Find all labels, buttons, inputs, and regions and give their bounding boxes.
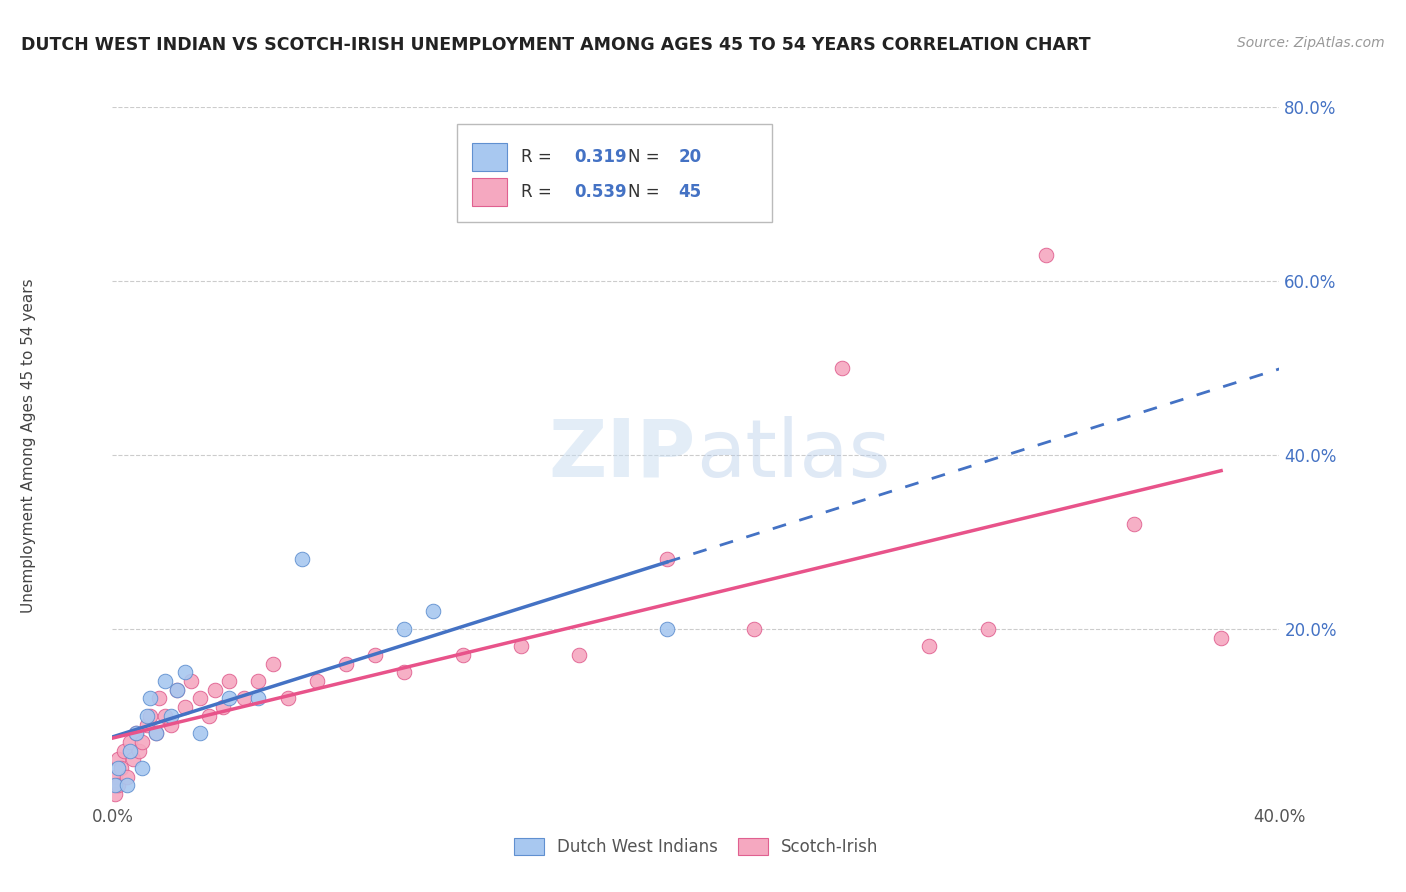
- Point: [276, 691, 298, 706]
- Point: [655, 552, 678, 566]
- Point: [166, 682, 188, 697]
- Point: [110, 761, 132, 775]
- Point: [112, 744, 135, 758]
- Point: [742, 622, 765, 636]
- Point: [976, 622, 998, 636]
- Point: [131, 761, 153, 775]
- Point: [247, 674, 270, 689]
- Point: [125, 726, 148, 740]
- Point: [204, 682, 226, 697]
- Point: [174, 665, 197, 680]
- Point: [188, 691, 211, 706]
- Text: 0.319: 0.319: [575, 148, 627, 166]
- Point: [1122, 517, 1144, 532]
- Point: [218, 674, 240, 689]
- Point: [122, 752, 145, 766]
- Text: Unemployment Among Ages 45 to 54 years: Unemployment Among Ages 45 to 54 years: [21, 278, 35, 614]
- Text: R =: R =: [520, 183, 557, 201]
- Point: [212, 700, 235, 714]
- Text: 45: 45: [679, 183, 702, 201]
- Point: [160, 717, 183, 731]
- Point: [104, 778, 127, 792]
- Point: [153, 674, 176, 689]
- Point: [148, 691, 170, 706]
- Point: [136, 708, 159, 723]
- Point: [262, 657, 284, 671]
- Point: [218, 691, 240, 706]
- Point: [166, 682, 188, 697]
- Point: [125, 726, 148, 740]
- Point: [128, 744, 150, 758]
- Point: [392, 622, 416, 636]
- Point: [509, 639, 531, 653]
- Point: [107, 778, 129, 792]
- Point: [335, 657, 357, 671]
- Point: [364, 648, 387, 662]
- Point: [180, 674, 202, 689]
- Point: [139, 708, 162, 723]
- Legend: Dutch West Indians, Scotch-Irish: Dutch West Indians, Scotch-Irish: [505, 830, 887, 864]
- Point: [104, 787, 127, 801]
- Text: DUTCH WEST INDIAN VS SCOTCH-IRISH UNEMPLOYMENT AMONG AGES 45 TO 54 YEARS CORRELA: DUTCH WEST INDIAN VS SCOTCH-IRISH UNEMPL…: [21, 36, 1091, 54]
- Text: atlas: atlas: [696, 416, 890, 494]
- Point: [1035, 248, 1057, 262]
- Point: [291, 552, 314, 566]
- Point: [305, 674, 328, 689]
- Point: [104, 770, 127, 784]
- Point: [197, 708, 219, 723]
- Point: [392, 665, 416, 680]
- Text: R =: R =: [520, 148, 557, 166]
- Point: [107, 761, 129, 775]
- Point: [145, 726, 167, 740]
- Point: [232, 691, 254, 706]
- Text: N =: N =: [628, 183, 665, 201]
- Point: [115, 778, 138, 792]
- Text: ZIP: ZIP: [548, 416, 696, 494]
- FancyBboxPatch shape: [457, 124, 772, 222]
- Point: [115, 770, 138, 784]
- Point: [139, 691, 162, 706]
- Point: [568, 648, 591, 662]
- Point: [107, 752, 129, 766]
- Point: [188, 726, 211, 740]
- Point: [153, 708, 176, 723]
- Text: 20: 20: [679, 148, 702, 166]
- Point: [118, 735, 141, 749]
- Text: 0.539: 0.539: [575, 183, 627, 201]
- Point: [145, 726, 167, 740]
- Point: [422, 605, 444, 619]
- Point: [136, 717, 159, 731]
- Point: [118, 744, 141, 758]
- FancyBboxPatch shape: [472, 178, 508, 206]
- Point: [831, 360, 853, 375]
- Point: [160, 708, 183, 723]
- Point: [655, 622, 678, 636]
- Text: N =: N =: [628, 148, 665, 166]
- FancyBboxPatch shape: [472, 144, 508, 171]
- Point: [247, 691, 270, 706]
- Text: Source: ZipAtlas.com: Source: ZipAtlas.com: [1237, 36, 1385, 50]
- Point: [451, 648, 474, 662]
- Point: [174, 700, 197, 714]
- Point: [918, 639, 941, 653]
- Point: [131, 735, 153, 749]
- Point: [1209, 631, 1232, 645]
